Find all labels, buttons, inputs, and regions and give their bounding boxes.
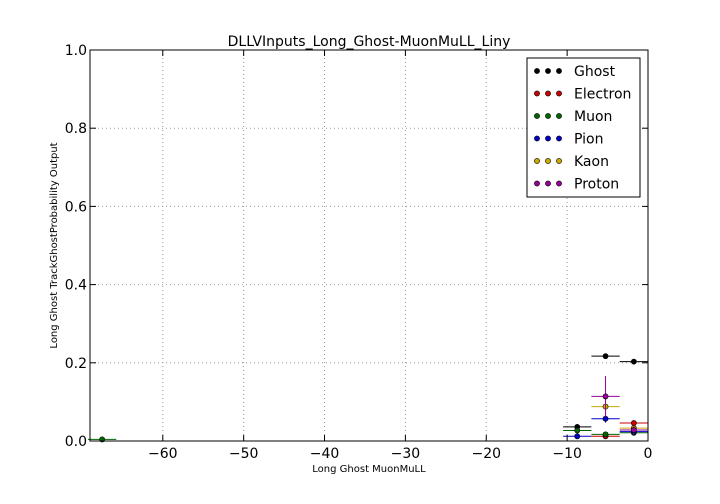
chart-title: DLLVInputs_Long_Ghost-MuonMuLL_Liny [228,34,511,50]
legend-label-kaon: Kaon [574,154,609,170]
proton-point [602,393,609,400]
ghost-point [630,358,637,365]
x-tick-label: −40 [310,446,340,462]
legend-marker-muon [545,113,551,119]
y-axis-label: Long Ghost TrackGhostProbability Output [49,142,60,348]
legend-box [526,57,641,198]
legend-marker-muon [556,113,562,119]
proton-point [630,427,637,433]
x-tick-label: 0 [644,446,653,462]
legend-marker-muon [534,113,540,119]
legend-marker-electron [534,90,540,97]
legend-label-pion: Pion [574,132,603,148]
legend-label-muon: Muon [574,109,612,125]
y-tick-label: 1.0 [65,43,87,59]
y-tick-label: 0.4 [65,278,87,294]
x-tick-label: −20 [471,446,501,462]
y-tick-label: 0.8 [65,121,87,137]
axis-ticks: −60 −50 −40 −30 −20 −10 0 0.0 0.2 0.4 0.6 0.8 1.0 [65,43,653,462]
legend-label-electron: Electron [574,87,631,103]
legend-marker-pion [545,135,551,142]
legend-marker-kaon [534,158,540,164]
legend-marker-proton [545,180,551,187]
x-tick-label: −60 [148,446,178,462]
legend-marker-electron [545,90,551,97]
legend-marker-kaon [556,158,562,164]
legend-marker-electron [556,90,562,97]
legend-marker-pion [534,135,540,142]
pion-point [602,415,609,422]
y-tick-label: 0.6 [65,199,87,215]
data-layer [87,353,648,443]
muon-point [602,431,609,438]
ghost-point [602,353,609,360]
legend-marker-proton [534,180,540,187]
legend-marker-pion [556,135,562,142]
y-tick-label: 0.2 [65,356,87,372]
x-tick-label: −50 [229,446,259,462]
x-tick-label: −30 [391,446,421,462]
series-proton [591,376,648,434]
x-tick-label: −10 [552,446,582,462]
legend-marker-ghost [545,68,551,74]
legend-label-ghost: Ghost [574,64,616,80]
x-axis-label: Long Ghost MuonMuLL [312,464,426,475]
series-ghost [563,353,648,430]
plot-frame [89,49,649,442]
legend-marker-ghost [556,68,562,74]
legend-marker-ghost [534,68,540,74]
legend-marker-kaon [545,158,551,164]
electron-point [630,420,637,426]
muon-point [574,427,581,434]
legend-label-proton: Proton [574,177,619,193]
pion-point [574,433,581,440]
legend: Ghost Electron Muon Pion Kaon Proton [526,57,641,198]
y-tick-label: 0.0 [65,434,87,450]
legend-marker-proton [556,180,562,187]
